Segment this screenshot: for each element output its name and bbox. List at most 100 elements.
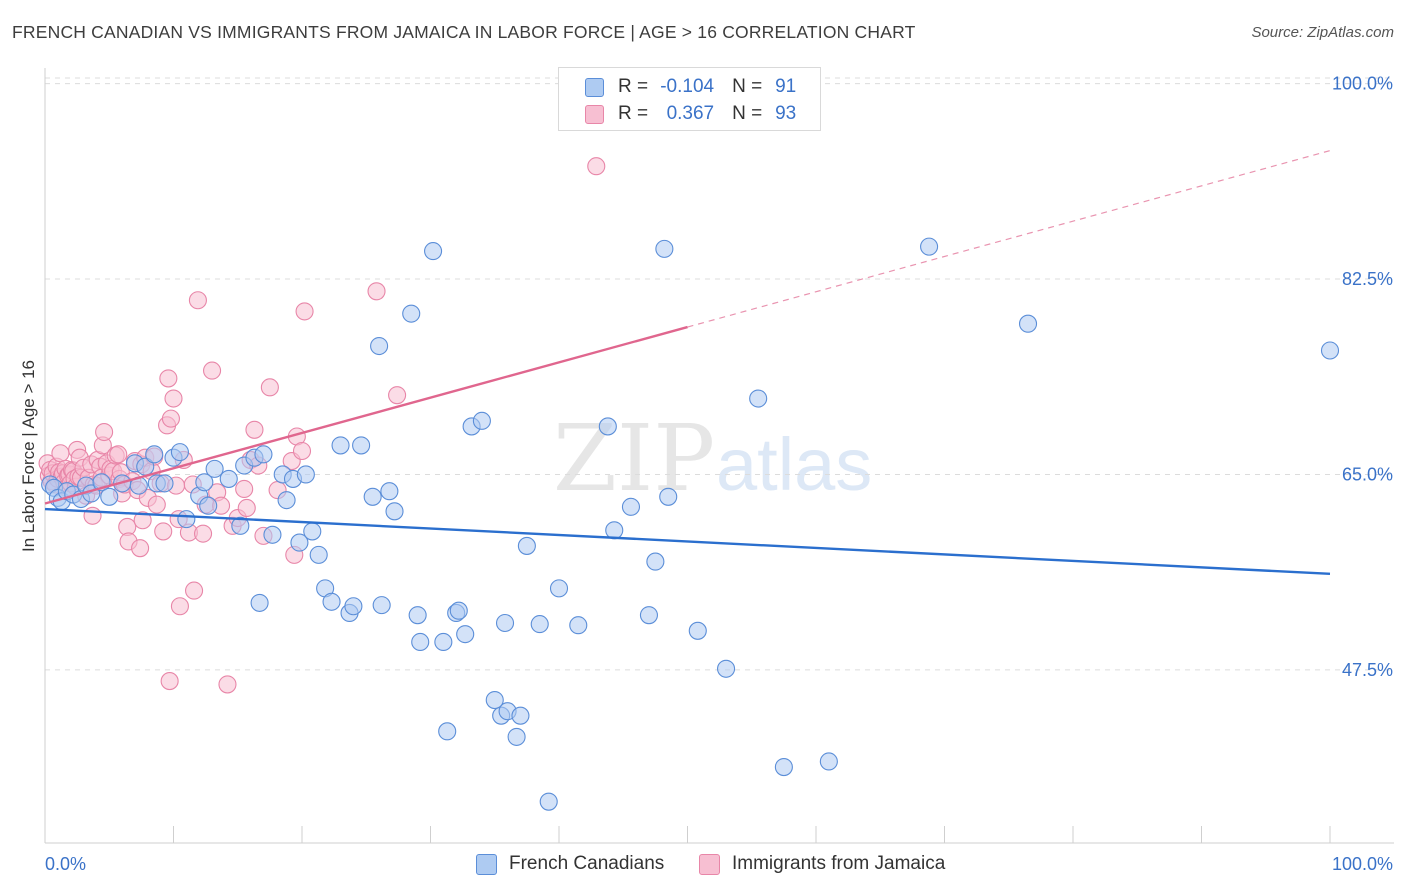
french-canadians-point [424, 242, 443, 261]
immigrants-from-jamaica-point [388, 386, 407, 405]
french-canadians-point [517, 536, 536, 555]
immigrants-from-jamaica-point [159, 369, 178, 388]
stats-legend: R = -0.104 N = 91 R = 0.367 N = 93 [558, 67, 821, 131]
french-canadians-point [655, 239, 674, 258]
immigrants-from-jamaica-legend-swatch [699, 853, 720, 875]
immigrants-from-jamaica-point [188, 291, 207, 310]
y-tick-label: 100.0% [1332, 74, 1393, 94]
french-canadians-point [434, 632, 453, 652]
french-canadians-point [598, 417, 617, 436]
french-canadians-point [370, 336, 389, 356]
french-canadians-point [511, 706, 530, 725]
immigrants-from-jamaica-point [131, 539, 150, 558]
immigrants-from-jamaica-point [292, 441, 312, 461]
french-canadians-point [449, 601, 468, 620]
french-canadians-point [277, 491, 296, 510]
x-tick-label-0: 0.0% [45, 854, 86, 874]
french-canadians-point [646, 552, 665, 571]
immigrants-from-jamaica-point [161, 409, 180, 428]
x-ticks [44, 826, 1331, 843]
french-canadians-point [774, 758, 793, 777]
r-value: 0.367 [666, 103, 715, 124]
french-canadians-point [819, 752, 838, 771]
french-canadians-point [485, 691, 504, 710]
immigrants-from-jamaica-point [185, 581, 204, 600]
french-canadians-point [402, 304, 421, 323]
french-canadians-point [539, 792, 558, 811]
n-label: N = [732, 103, 763, 124]
r-value: -0.104 [660, 76, 715, 97]
r-label: R = [618, 103, 649, 124]
french-canadians-swatch [585, 77, 604, 97]
french-canadians-point [920, 237, 939, 256]
french-canadians-point [621, 497, 641, 516]
immigrants-from-jamaica-point [147, 495, 166, 514]
french-canadians-point [170, 443, 189, 462]
french-canadians-point [195, 473, 214, 492]
y-tick-label: 47.5% [1342, 660, 1393, 680]
french-canadians-point [145, 445, 164, 464]
immigrants-from-jamaica-legend-label: Immigrants from Jamaica [732, 853, 946, 874]
french-canadians-point [250, 593, 269, 612]
french-canadians-point [569, 616, 588, 635]
french-canadians-point [263, 525, 282, 544]
french-canadians-point [530, 615, 549, 634]
y-tick-label: 65.0% [1342, 464, 1393, 484]
french-canadians-point [1018, 314, 1038, 333]
trend-lines [44, 150, 1331, 576]
french-canadians-point [507, 727, 526, 746]
french-canadians-legend-label: French Canadians [509, 853, 665, 874]
french-canadians-point [363, 487, 382, 506]
chart-title: FRENCH CANADIAN VS IMMIGRANTS FROM JAMAI… [12, 22, 916, 42]
french-canadians-point [100, 487, 119, 506]
immigrants-from-jamaica-trend-line [44, 325, 688, 505]
french-canadians-point [438, 722, 457, 741]
watermark-atlas: atlas [716, 423, 872, 506]
french-canadians-point [380, 482, 399, 501]
gridlines [45, 77, 1394, 671]
immigrants-from-jamaica-point [245, 420, 264, 439]
french-canadians-trend-line [44, 507, 1331, 576]
immigrants-from-jamaica-point [95, 422, 114, 442]
french-canadians-point [309, 545, 328, 564]
immigrants-from-jamaica-point [218, 675, 237, 694]
watermark: ZIP atlas [553, 405, 872, 512]
immigrants-from-jamaica-swatch [585, 104, 604, 124]
n-value: 93 [775, 103, 797, 124]
french-canadians-point [549, 579, 569, 598]
series-immigrants-from-jamaica-points [38, 157, 606, 694]
y-tick-label: 82.5% [1342, 269, 1393, 289]
immigrants-from-jamaica-point [587, 157, 606, 176]
french-canadians-point [372, 596, 391, 615]
french-canadians-point [155, 474, 174, 493]
immigrants-from-jamaica-point [203, 361, 222, 380]
french-canadians-point [331, 436, 350, 455]
french-canadians-point [605, 521, 624, 540]
french-canadians-point [385, 502, 404, 521]
immigrants-from-jamaica-point [51, 444, 70, 463]
french-canadians-point [688, 621, 707, 640]
french-canadians-point [639, 606, 659, 625]
french-canadians-point [254, 445, 273, 464]
french-canadians-point [344, 597, 363, 616]
french-canadians-point [1320, 341, 1340, 360]
french-canadians-point [322, 592, 341, 611]
french-canadians-point [749, 389, 768, 408]
n-label: N = [732, 76, 763, 97]
immigrants-from-jamaica-trend-projection [687, 150, 1331, 328]
immigrants-from-jamaica-point [109, 445, 128, 464]
stats-row-french-canadians: R = -0.104 N = 91 [585, 75, 796, 99]
y-tick-labels: 47.5% 65.0% 82.5% 100.0% [1332, 74, 1393, 680]
immigrants-from-jamaica-point [194, 524, 213, 543]
immigrants-from-jamaica-point [154, 522, 173, 541]
source-credit: Source: ZipAtlas.com [1251, 24, 1394, 41]
immigrants-from-jamaica-point [260, 378, 279, 397]
immigrants-from-jamaica-point [235, 479, 254, 499]
legend-item-french-canadians: French Canadians [476, 852, 664, 876]
french-canadians-point [199, 496, 218, 515]
french-canadians-point [290, 533, 309, 552]
french-canadians-point [177, 510, 196, 529]
n-value: 91 [775, 76, 797, 97]
x-tick-label-100: 100.0% [1332, 854, 1393, 874]
